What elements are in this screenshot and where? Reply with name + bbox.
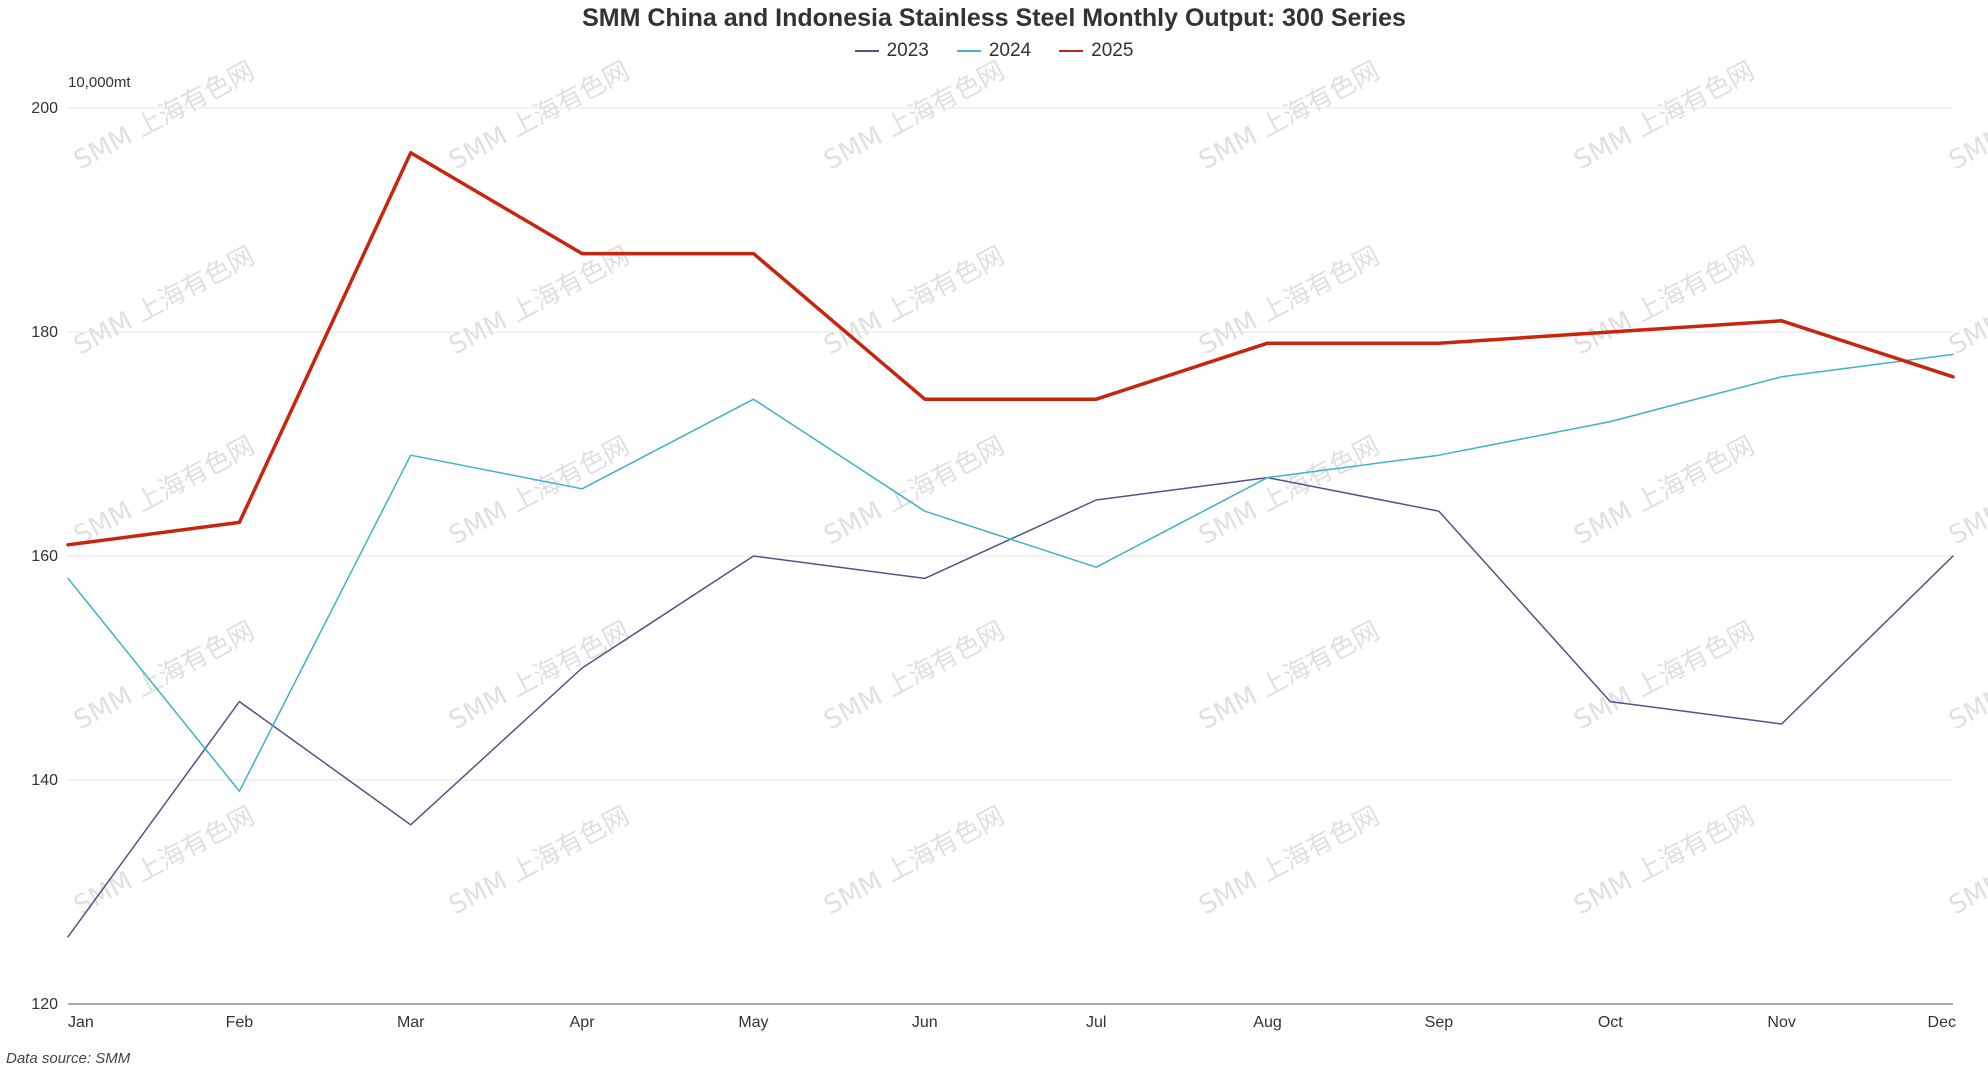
series-line-2024: [67, 353, 1954, 792]
watermark-text: SMM 上海有色网: [69, 801, 259, 921]
y-tick-label: 200: [31, 100, 58, 117]
legend-swatch-2024: [956, 50, 981, 52]
watermark-text: SMM 上海有色网: [444, 801, 634, 921]
watermark-text: SMM 上海有色网: [819, 431, 1009, 551]
axes: 120 140 160 180 200 Jan Feb Mar Apr May Jun Jul Aug S…: [31, 100, 1956, 1031]
y-tick-label: 120: [31, 996, 58, 1013]
legend-swatch-2023: [854, 50, 879, 52]
y-tick-label: 140: [31, 772, 58, 789]
x-tick-label: Jan: [68, 1014, 94, 1031]
legend: 2023 2024 2025: [0, 40, 1988, 62]
legend-swatch-2025: [1059, 50, 1084, 52]
x-tick-label: Oct: [1598, 1014, 1623, 1031]
legend-label-2025: 2025: [1091, 40, 1134, 61]
x-tick-label: Nov: [1767, 1014, 1795, 1031]
watermark-text: SMM 上海有色网: [69, 616, 259, 736]
watermark-text: SMM 上海有色网: [819, 801, 1009, 921]
watermark-text: SMM 上海有色网: [1569, 616, 1759, 736]
watermark-text: SMM 上海有色网: [444, 431, 634, 551]
chart-title: SMM China and Indonesia Stainless Steel …: [582, 4, 1406, 32]
legend-item-2024[interactable]: 2024: [956, 40, 1032, 62]
y-axis-unit-label: 10,000mt: [68, 74, 131, 91]
watermark-text: SMM 上海有色网: [1194, 431, 1384, 551]
watermark-text: SMM 上海有色网: [1569, 431, 1759, 551]
series-lines: [66, 151, 1955, 938]
gridlines: [68, 107, 1953, 781]
x-tick-label: Mar: [397, 1014, 425, 1031]
x-tick-label: Dec: [1928, 1014, 1956, 1031]
x-tick-label: Feb: [226, 1014, 254, 1031]
watermark-text: SMM 上海有色网: [444, 241, 634, 361]
legend-label-2024: 2024: [988, 40, 1032, 61]
watermark-text: SMM 上海有色网: [819, 56, 1009, 176]
legend-item-2025[interactable]: 2025: [1059, 40, 1133, 62]
y-tick-label: 180: [31, 324, 58, 341]
series-line-2025: [66, 151, 1955, 547]
watermark-text: SMM 上海有色网: [69, 241, 259, 361]
watermark-text: SMM 上海有色网: [1944, 241, 1988, 361]
legend-item-2023[interactable]: 2023: [854, 40, 929, 62]
x-tick-label: Jul: [1086, 1014, 1106, 1031]
watermark-text: SMM 上海有色网: [1944, 431, 1988, 551]
watermark-text: SMM 上海有色网: [1194, 801, 1384, 921]
legend-label-2023: 2023: [886, 40, 929, 61]
watermark-text: SMM 上海有色网: [1569, 801, 1759, 921]
y-tick-label: 160: [31, 548, 58, 565]
x-tick-label: Sep: [1425, 1014, 1454, 1031]
x-tick-label: Aug: [1253, 1014, 1281, 1031]
watermark-text: SMM 上海有色网: [1569, 241, 1759, 361]
data-source-note: Data source: SMM: [6, 1050, 131, 1067]
x-tick-label: Jun: [912, 1014, 938, 1031]
watermark-text: SMM 上海有色网: [1194, 56, 1384, 176]
x-tick-label: May: [738, 1014, 768, 1031]
watermark-text: SMM 上海有色网: [444, 56, 634, 176]
watermark-text: SMM 上海有色网: [1194, 616, 1384, 736]
watermark-text: SMM 上海有色网: [444, 616, 634, 736]
watermark-text: SMM 上海有色网: [69, 56, 259, 176]
watermark-text: SMM 上海有色网: [1944, 801, 1988, 921]
watermark-text: SMM 上海有色网: [819, 616, 1009, 736]
watermark-text: SMM 上海有色网: [1569, 56, 1759, 176]
watermark-text: SMM 上海有色网: [819, 241, 1009, 361]
watermark-text: SMM 上海有色网: [1944, 616, 1988, 736]
x-tick-label: Apr: [570, 1014, 596, 1031]
watermark-layer: SMM 上海有色网 SMM 上海有色网 SMM 上海有色网 SMM 上海有色网 SMM …: [69, 56, 1988, 921]
watermark-text: SMM 上海有色网: [1944, 56, 1988, 176]
